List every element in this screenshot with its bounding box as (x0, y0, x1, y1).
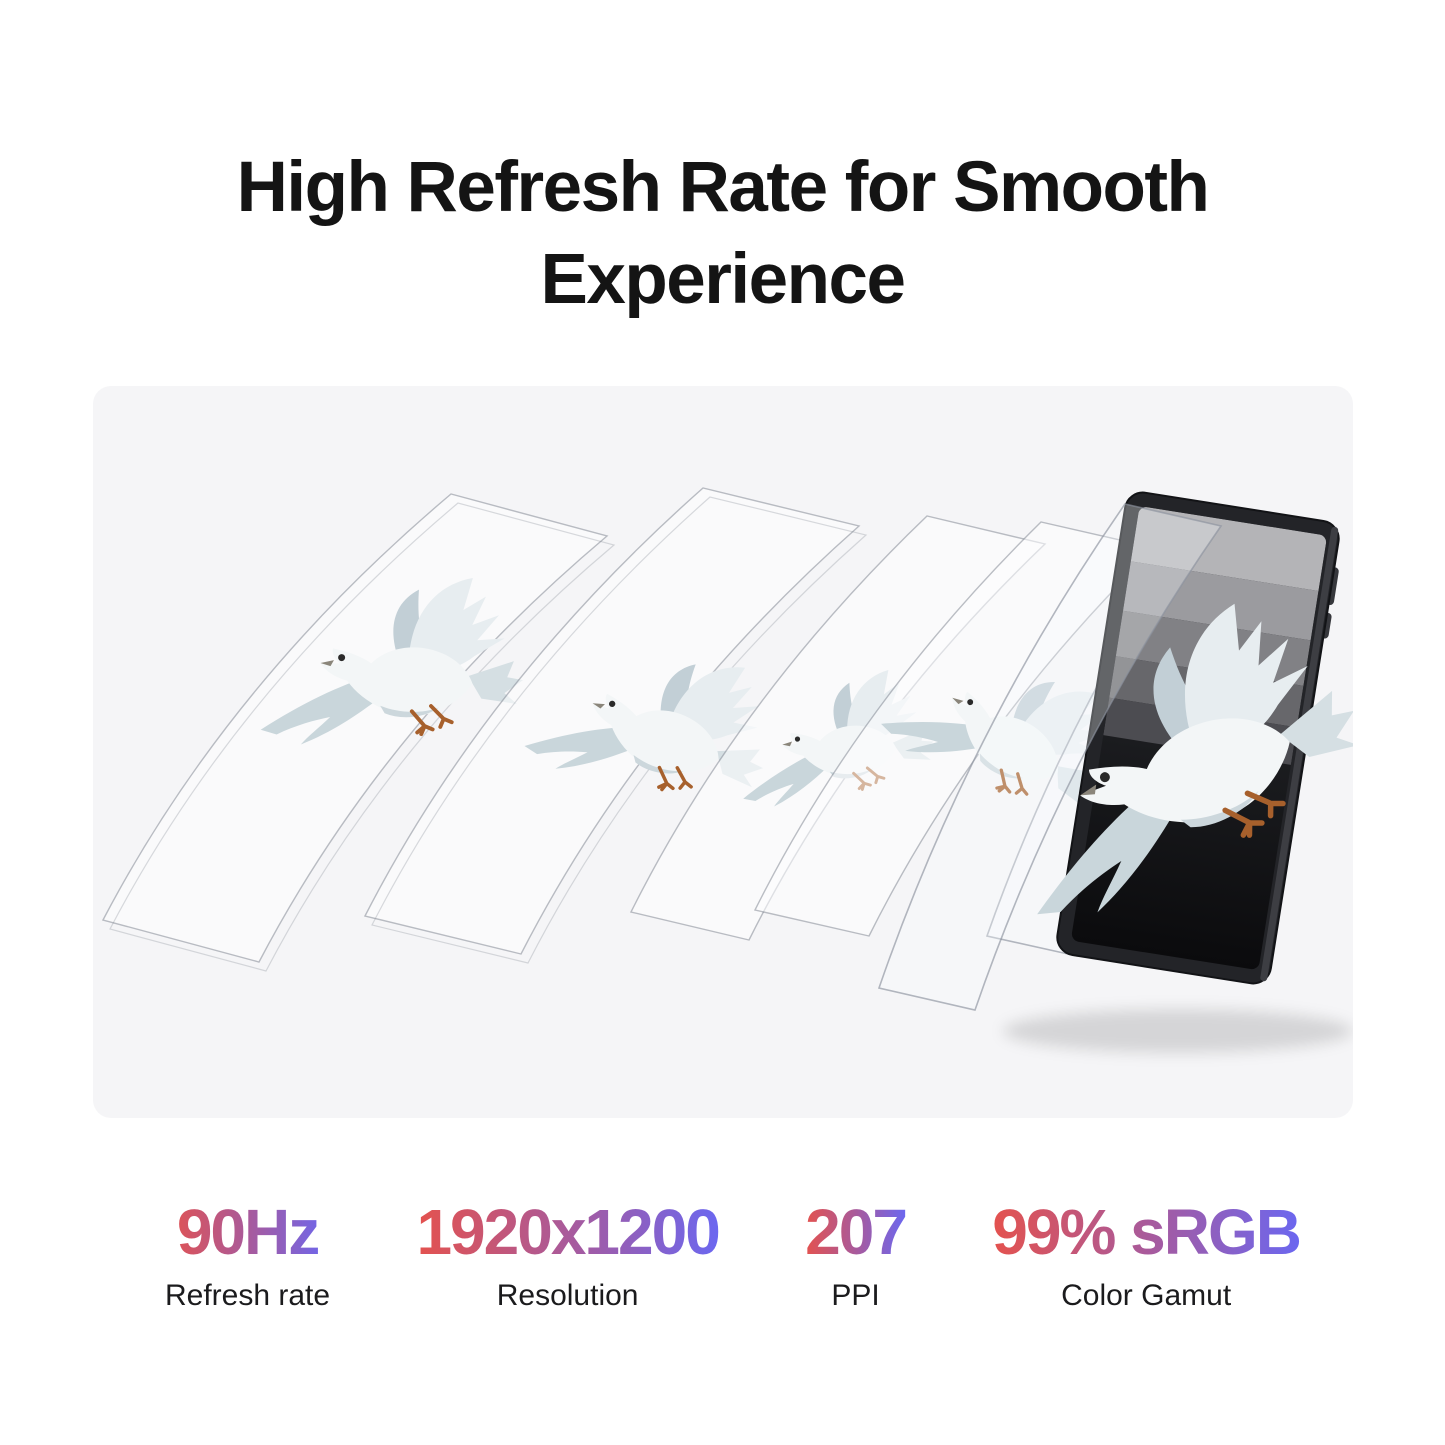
stat-color-gamut-value: 99% sRGB (992, 1196, 1302, 1268)
stat-resolution-value: 1920x1200 (416, 1196, 720, 1268)
page-title: High Refresh Rate for Smooth Experience (0, 142, 1445, 325)
film-sheet-1-backface (109, 502, 616, 972)
stat-ppi: 207 PPI (805, 1196, 908, 1313)
page-title-line1: High Refresh Rate for Smooth (236, 148, 1210, 227)
film-sheet-1 (101, 493, 609, 963)
hero-illustration (101, 487, 1353, 1053)
film-sheet-2-backface (371, 496, 868, 964)
glass-sheet-front (877, 503, 1223, 1011)
specs-row: 90Hz Refresh rate 1920x1200 Resolution 2… (165, 1196, 1302, 1313)
stat-color-gamut: 99% sRGB Color Gamut (992, 1196, 1302, 1313)
stat-ppi-value: 207 (805, 1196, 908, 1268)
stat-ppi-label: PPI (831, 1279, 880, 1313)
stat-resolution-label: Resolution (496, 1279, 639, 1313)
tablet-edge-highlight (1260, 526, 1339, 982)
stat-refresh-rate: 90Hz Refresh rate (165, 1199, 331, 1313)
page-title-line2: Experience (540, 239, 906, 319)
tablet-shadow (1003, 1009, 1353, 1053)
stat-resolution: 1920x1200 Resolution (416, 1196, 720, 1313)
stat-refresh-rate-label: Refresh rate (165, 1279, 331, 1313)
stat-color-gamut-label: Color Gamut (1061, 1279, 1232, 1313)
stat-refresh-rate-value: 90Hz (165, 1199, 330, 1265)
hero-panel (93, 386, 1353, 1118)
